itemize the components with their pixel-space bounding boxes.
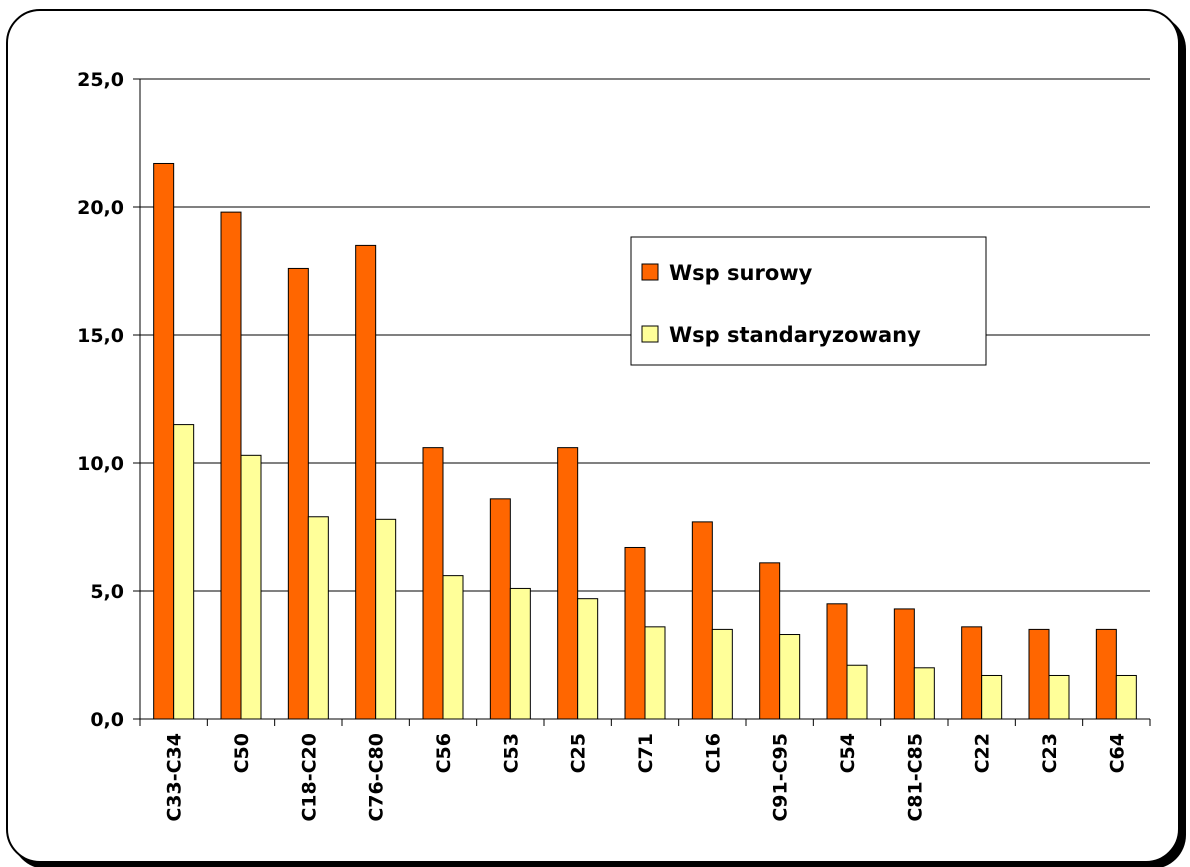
legend-swatch-wsp-standaryzowany bbox=[641, 325, 659, 343]
bar-wsp-standaryzowany bbox=[711, 628, 733, 720]
bar-wsp-surowy bbox=[961, 626, 983, 720]
bar-wsp-standaryzowany bbox=[1048, 674, 1070, 720]
y-tick-label: 5,0 bbox=[90, 581, 124, 603]
y-tick-label: 15,0 bbox=[77, 325, 124, 347]
y-tick-label: 0,0 bbox=[90, 709, 124, 731]
x-tick-label: C54 bbox=[837, 733, 859, 773]
legend-label-wsp-standaryzowany: Wsp standaryzowany bbox=[669, 323, 921, 347]
bar-wsp-surowy bbox=[691, 521, 713, 720]
bar-wsp-standaryzowany bbox=[577, 598, 599, 720]
x-tick-labels: C33-C34 C50 C18-C20 C76-C80 C56 C53 C25 C71 C16 C… bbox=[164, 733, 1129, 822]
bar-wsp-standaryzowany bbox=[375, 518, 397, 720]
bar-wsp-surowy bbox=[489, 498, 511, 720]
bar-wsp-surowy bbox=[557, 447, 579, 720]
bar-wsp-standaryzowany bbox=[307, 516, 329, 720]
bar-wsp-surowy bbox=[624, 546, 646, 720]
bar-wsp-standaryzowany bbox=[644, 626, 666, 720]
legend: Wsp surowy Wsp standaryzowany bbox=[630, 236, 987, 366]
axes bbox=[133, 78, 1151, 726]
legend-swatch-wsp-surowy bbox=[641, 263, 659, 281]
x-tick-label: C50 bbox=[231, 733, 253, 773]
y-tick-label: 10,0 bbox=[77, 453, 124, 475]
x-tick-label: C81-C85 bbox=[904, 733, 926, 822]
bar-wsp-standaryzowany bbox=[442, 575, 464, 720]
x-tick-label: C16 bbox=[702, 733, 724, 773]
y-tick-labels: 0,0 5,0 10,0 15,0 20,0 25,0 bbox=[77, 69, 124, 731]
x-tick-label: C23 bbox=[1039, 733, 1061, 773]
chart-frame bbox=[6, 9, 1180, 863]
bar-wsp-surowy bbox=[1095, 628, 1117, 720]
legend-label-wsp-surowy: Wsp surowy bbox=[669, 261, 813, 285]
bar-wsp-surowy bbox=[422, 447, 444, 720]
bar-wsp-standaryzowany bbox=[779, 634, 801, 720]
x-tick-label: C53 bbox=[500, 733, 522, 773]
x-tick-label: C56 bbox=[433, 733, 455, 773]
bar-wsp-surowy bbox=[153, 162, 175, 720]
bar-wsp-standaryzowany bbox=[981, 674, 1003, 720]
bar-wsp-surowy bbox=[287, 267, 309, 720]
bar-wsp-standaryzowany bbox=[913, 667, 935, 720]
bar-wsp-standaryzowany bbox=[846, 664, 868, 720]
x-tick-label: C18-C20 bbox=[298, 733, 320, 822]
bar-wsp-standaryzowany bbox=[1115, 674, 1137, 720]
bar-wsp-standaryzowany bbox=[509, 587, 531, 720]
x-tick-label: C76-C80 bbox=[366, 733, 388, 822]
x-tick-label: C33-C34 bbox=[164, 733, 186, 822]
x-tick-label: C25 bbox=[568, 733, 590, 773]
x-tick-label: C71 bbox=[635, 733, 657, 773]
bar-wsp-surowy bbox=[1028, 628, 1050, 720]
y-tick-label: 20,0 bbox=[77, 197, 124, 219]
bars bbox=[153, 162, 1137, 720]
y-tick-label: 25,0 bbox=[77, 69, 124, 91]
x-tick-label: C22 bbox=[972, 733, 994, 773]
bar-wsp-standaryzowany bbox=[240, 454, 262, 720]
bar-wsp-surowy bbox=[759, 562, 781, 720]
bar-wsp-standaryzowany bbox=[173, 424, 195, 720]
x-tick-label: C64 bbox=[1106, 733, 1128, 773]
bar-wsp-surowy bbox=[826, 603, 848, 720]
bar-wsp-surowy bbox=[893, 608, 915, 720]
legend-box bbox=[630, 236, 987, 366]
bar-wsp-surowy bbox=[220, 211, 242, 720]
bar-wsp-surowy bbox=[355, 244, 377, 720]
x-tick-label: C91-C95 bbox=[770, 733, 792, 822]
